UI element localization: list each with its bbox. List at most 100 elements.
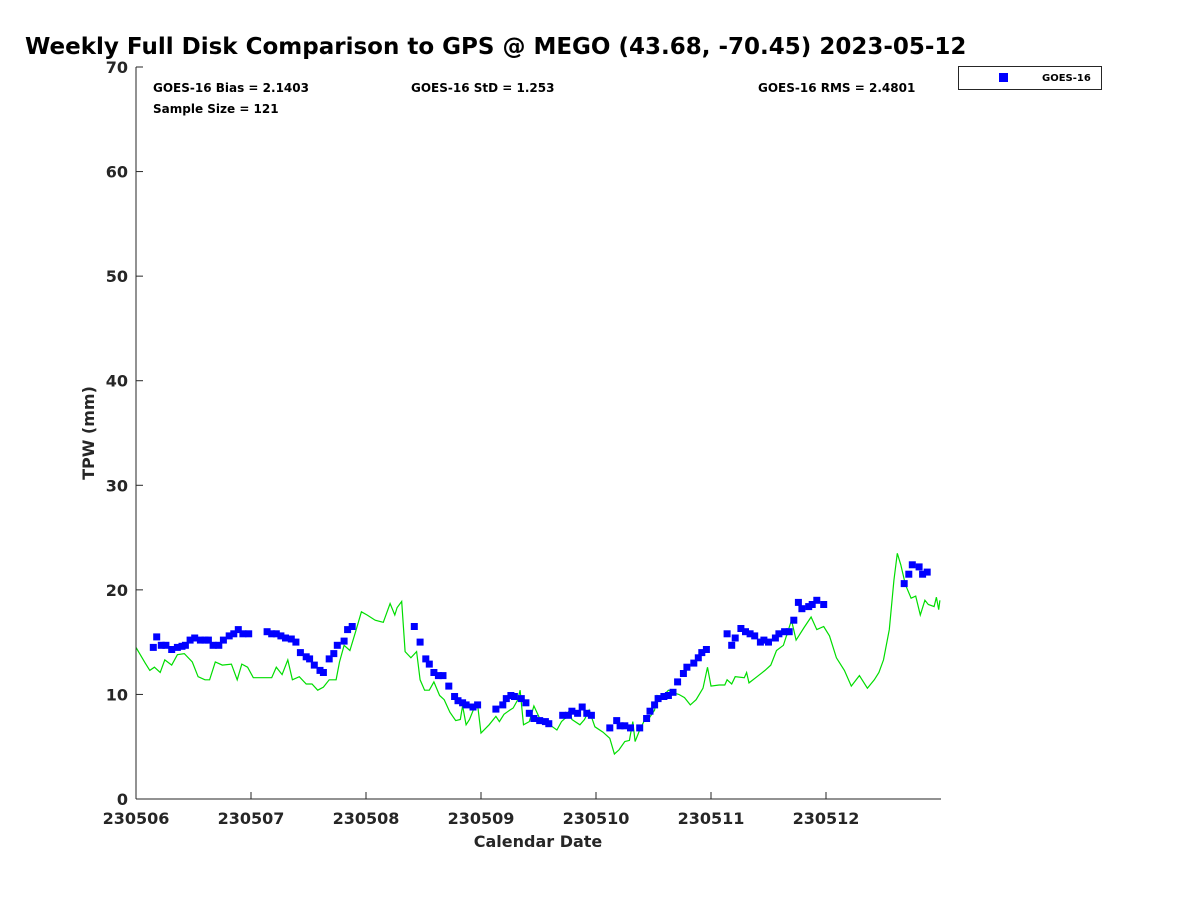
goes-16-point — [287, 635, 295, 643]
chart-title: Weekly Full Disk Comparison to GPS @ MEG… — [25, 34, 966, 60]
goes-16-point — [751, 632, 759, 640]
x-tick-label: 230508 — [333, 809, 400, 828]
goes-16-point — [474, 701, 482, 709]
goes-16-point — [765, 638, 772, 646]
goes-16-point — [627, 724, 634, 732]
goes-16-point — [225, 632, 233, 640]
goes-16-point — [643, 715, 651, 722]
goes-16-point — [919, 570, 927, 578]
goes-16-point — [181, 641, 189, 649]
x-tick-label: 230512 — [793, 809, 860, 828]
goes-16-point — [277, 632, 285, 640]
y-ticks: 0 10 20 30 40 50 60 70 — [106, 58, 143, 809]
goes-16-point — [790, 616, 798, 624]
goes-16-point — [702, 646, 710, 653]
goes-16-point — [545, 720, 553, 728]
goes-16-point — [344, 626, 352, 634]
goes-16-point — [306, 655, 314, 663]
x-tick-label: 230511 — [678, 809, 745, 828]
goes-16-point — [149, 643, 157, 651]
goes-16-point — [660, 693, 668, 700]
goes-16-point — [564, 711, 572, 719]
goes-16-point — [209, 641, 217, 649]
std-stat: GOES-16 StD = 1.253 — [411, 81, 554, 95]
goes-16-point — [451, 693, 459, 700]
goes-16-point — [445, 682, 453, 690]
goes-16-point — [510, 693, 518, 700]
goes-16-point — [737, 625, 745, 632]
goes-16-point — [282, 634, 289, 642]
goes-16-point — [522, 699, 530, 707]
x-tick-label: 230510 — [563, 809, 630, 828]
goes-16-point — [191, 634, 199, 642]
goes-16-point — [430, 669, 438, 676]
goes-16-point — [613, 717, 621, 725]
y-tick-label: 40 — [106, 372, 128, 391]
goes-16-point — [636, 724, 644, 732]
goes-16-point — [215, 641, 223, 649]
goes-16-point — [454, 697, 462, 705]
goes-16-point — [434, 672, 442, 680]
goes-16-point — [578, 703, 586, 711]
goes-16-point — [416, 638, 424, 646]
goes-16-point — [621, 722, 629, 730]
x-tick-label: 230506 — [103, 809, 170, 828]
goes-16-point — [425, 660, 433, 668]
goes-16-point — [731, 634, 739, 642]
legend-label-goes-16: GOES-16 — [1042, 73, 1091, 84]
goes-16-point — [157, 641, 165, 649]
legend-marker-goes-16 — [999, 73, 1008, 82]
goes-16-point — [583, 709, 591, 717]
goes-16-point — [723, 630, 731, 638]
goes-16-point — [333, 641, 341, 649]
goes-16-point — [292, 638, 300, 646]
goes-16-point — [492, 705, 500, 713]
goes-16-point — [204, 636, 212, 644]
goes-16-point — [536, 717, 544, 725]
goes-16-point — [239, 630, 247, 638]
goes-16-point — [587, 711, 595, 719]
goes-16-point — [690, 659, 698, 667]
goes-16-point — [439, 672, 447, 680]
y-tick-label: 30 — [106, 476, 128, 495]
y-axis-label: TPW (mm) — [79, 386, 98, 480]
goes-16-point — [905, 570, 913, 578]
goes-16-point — [340, 637, 348, 645]
goes-16-point — [310, 661, 318, 669]
goes-16-point — [296, 649, 304, 657]
goes-16-point — [808, 601, 816, 608]
sample-size-stat: Sample Size = 121 — [153, 102, 279, 116]
goes-16-point — [330, 650, 338, 658]
goes-16-point — [683, 663, 691, 671]
x-axis-label: Calendar Date — [474, 832, 603, 851]
goes-16-point — [900, 580, 908, 588]
y-tick-label: 10 — [106, 685, 128, 704]
goes-16-point — [923, 568, 931, 576]
goes-16-point — [742, 628, 749, 636]
x-tick-label: 230509 — [448, 809, 515, 828]
goes-16-point — [469, 703, 477, 711]
x-tick-label: 230507 — [218, 809, 285, 828]
goes-16-point — [348, 623, 356, 630]
goes-16-point — [219, 636, 227, 644]
legend: GOES-16 — [958, 66, 1102, 90]
goes-16-point — [746, 630, 754, 638]
goes-16-point — [319, 669, 327, 676]
y-tick-label: 20 — [106, 581, 128, 600]
goes-16-point — [173, 643, 181, 651]
goes-16-point — [263, 628, 271, 636]
goes-16-point — [422, 655, 430, 663]
y-tick-label: 0 — [117, 790, 128, 809]
goes-16-point — [499, 701, 507, 709]
goes-16-point — [664, 692, 672, 699]
goes-16-point — [760, 636, 768, 644]
rms-stat: GOES-16 RMS = 2.4801 — [758, 81, 915, 95]
goes-16-point — [794, 598, 802, 606]
goes-16-point — [915, 563, 923, 571]
goes-16-point — [530, 715, 538, 722]
plot-area — [135, 553, 941, 756]
goes-16-point — [775, 630, 783, 638]
goes-16-point — [525, 709, 533, 717]
goes-16-point — [694, 654, 702, 662]
